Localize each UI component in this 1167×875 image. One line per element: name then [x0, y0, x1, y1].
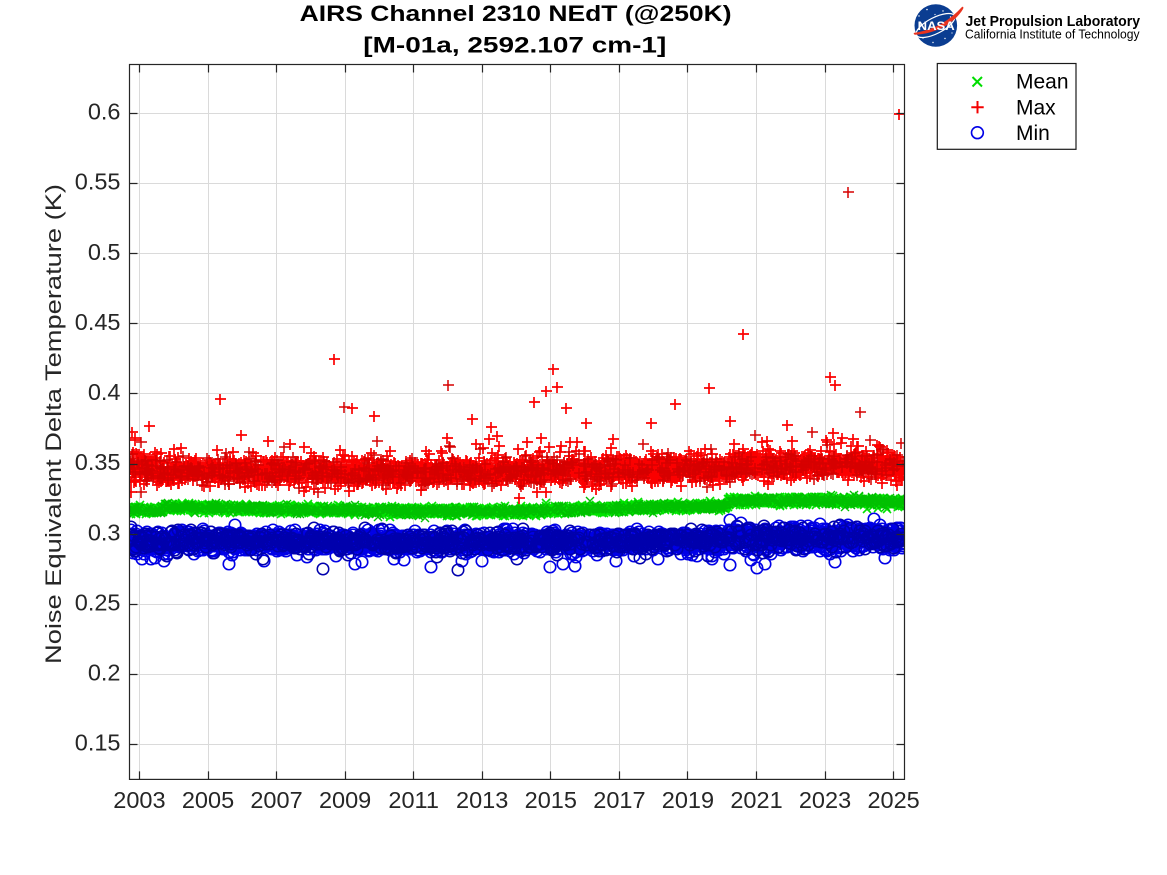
svg-text:0.5: 0.5 [88, 239, 121, 265]
svg-text:2007: 2007 [250, 787, 302, 813]
svg-text:0.6: 0.6 [88, 99, 121, 125]
svg-text:2005: 2005 [182, 787, 234, 813]
svg-text:0.3: 0.3 [88, 519, 121, 545]
svg-text:Min: Min [1016, 122, 1050, 145]
svg-text:2017: 2017 [593, 787, 645, 813]
svg-text:0.4: 0.4 [88, 379, 121, 405]
svg-text:2019: 2019 [662, 787, 714, 813]
svg-text:California Institute of Techno: California Institute of Technology [965, 27, 1140, 41]
svg-text:2023: 2023 [799, 787, 851, 813]
svg-text:0.45: 0.45 [75, 309, 121, 335]
svg-text:2003: 2003 [113, 787, 165, 813]
svg-text:Noise Equivalent Delta Tempera: Noise Equivalent Delta Temperature (K) [41, 184, 66, 664]
svg-text:2009: 2009 [319, 787, 371, 813]
svg-text:2021: 2021 [730, 787, 782, 813]
svg-text:[M-01a, 2592.107 cm-1]: [M-01a, 2592.107 cm-1] [363, 32, 666, 57]
svg-text:0.35: 0.35 [75, 449, 121, 475]
svg-text:2011: 2011 [388, 787, 439, 813]
svg-text:2015: 2015 [525, 787, 577, 813]
svg-text:2025: 2025 [867, 787, 919, 813]
svg-text:0.55: 0.55 [75, 169, 121, 195]
svg-text:0.15: 0.15 [75, 730, 121, 756]
svg-text:Max: Max [1016, 96, 1056, 119]
svg-text:2013: 2013 [456, 787, 508, 813]
svg-text:Mean: Mean [1016, 71, 1069, 94]
svg-text:0.2: 0.2 [88, 660, 121, 686]
svg-text:NASA: NASA [918, 19, 955, 33]
svg-text:0.25: 0.25 [75, 589, 121, 615]
svg-text:AIRS Channel 2310 NEdT (@250K): AIRS Channel 2310 NEdT (@250K) [300, 1, 732, 26]
svg-text:Jet Propulsion Laboratory: Jet Propulsion Laboratory [966, 13, 1141, 30]
